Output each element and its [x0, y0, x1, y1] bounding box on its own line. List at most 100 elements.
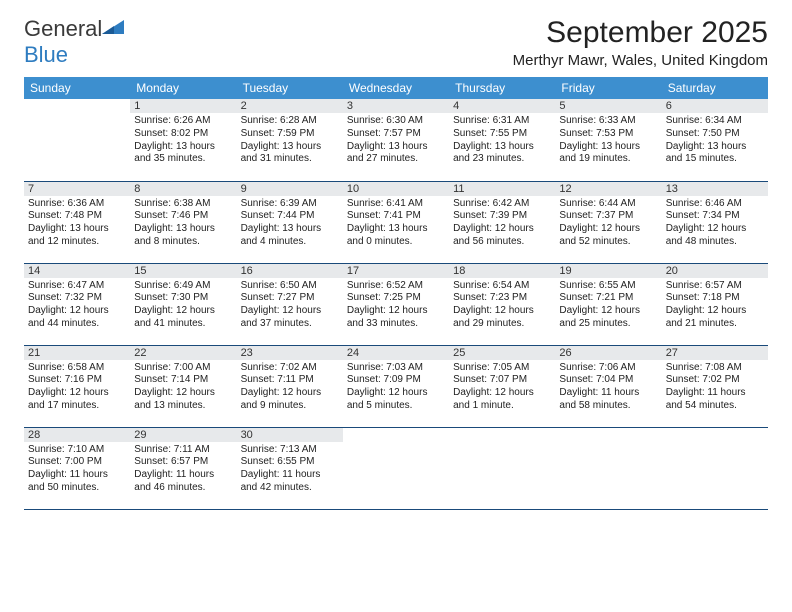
col-header: Wednesday — [343, 77, 449, 99]
day-number: 23 — [237, 346, 343, 360]
day-info: Sunrise: 7:05 AMSunset: 7:07 PMDaylight:… — [453, 362, 551, 413]
day-info: Sunrise: 6:33 AMSunset: 7:53 PMDaylight:… — [559, 115, 657, 166]
col-header: Friday — [555, 77, 661, 99]
day-cell: 17 Sunrise: 6:52 AMSunset: 7:25 PMDayligh… — [343, 263, 449, 345]
logo-word1: General — [24, 16, 102, 41]
day-info: Sunrise: 6:34 AMSunset: 7:50 PMDaylight:… — [666, 115, 764, 166]
day-number: 8 — [130, 182, 236, 196]
col-header: Thursday — [449, 77, 555, 99]
col-header: Saturday — [662, 77, 768, 99]
header: General Blue September 2025 Merthyr Mawr… — [24, 16, 768, 69]
day-number: 22 — [130, 346, 236, 360]
day-cell: 1 Sunrise: 6:26 AMSunset: 8:02 PMDaylight… — [130, 99, 236, 181]
day-info: Sunrise: 6:26 AMSunset: 8:02 PMDaylight:… — [134, 115, 232, 166]
day-number: 15 — [130, 264, 236, 278]
day-info: Sunrise: 6:55 AMSunset: 7:21 PMDaylight:… — [559, 280, 657, 331]
day-info: Sunrise: 6:41 AMSunset: 7:41 PMDaylight:… — [347, 198, 445, 249]
day-number: 11 — [449, 182, 555, 196]
day-cell: 10 Sunrise: 6:41 AMSunset: 7:41 PMDayligh… — [343, 181, 449, 263]
day-number: 3 — [343, 99, 449, 113]
day-info: Sunrise: 6:36 AMSunset: 7:48 PMDaylight:… — [28, 198, 126, 249]
day-info: Sunrise: 7:10 AMSunset: 7:00 PMDaylight:… — [28, 444, 126, 495]
calendar-table: SundayMondayTuesdayWednesdayThursdayFrid… — [24, 77, 768, 510]
day-info: Sunrise: 6:42 AMSunset: 7:39 PMDaylight:… — [453, 198, 551, 249]
day-info: Sunrise: 7:02 AMSunset: 7:11 PMDaylight:… — [241, 362, 339, 413]
day-cell: 3 Sunrise: 6:30 AMSunset: 7:57 PMDaylight… — [343, 99, 449, 181]
day-info: Sunrise: 6:46 AMSunset: 7:34 PMDaylight:… — [666, 198, 764, 249]
location: Merthyr Mawr, Wales, United Kingdom — [513, 52, 768, 69]
logo-triangle-icon — [102, 18, 124, 36]
day-number: 19 — [555, 264, 661, 278]
day-cell: 6Sunrise: 6:34 AMSunset: 7:50 PMDaylight… — [662, 99, 768, 181]
day-cell — [555, 427, 661, 509]
day-number: 29 — [130, 428, 236, 442]
day-info: Sunrise: 6:44 AMSunset: 7:37 PMDaylight:… — [559, 198, 657, 249]
day-cell — [662, 427, 768, 509]
day-info: Sunrise: 6:38 AMSunset: 7:46 PMDaylight:… — [134, 198, 232, 249]
day-cell: 24 Sunrise: 7:03 AMSunset: 7:09 PMDayligh… — [343, 345, 449, 427]
table-row: 21Sunrise: 6:58 AMSunset: 7:16 PMDayligh… — [24, 345, 768, 427]
day-cell: 4Sunrise: 6:31 AMSunset: 7:55 PMDaylight… — [449, 99, 555, 181]
day-info: Sunrise: 7:13 AMSunset: 6:55 PMDaylight:… — [241, 444, 339, 495]
table-row: 1 Sunrise: 6:26 AMSunset: 8:02 PMDaylight… — [24, 99, 768, 181]
day-cell: 23 Sunrise: 7:02 AMSunset: 7:11 PMDayligh… — [237, 345, 343, 427]
day-cell: 14 Sunrise: 6:47 AMSunset: 7:32 PMDayligh… — [24, 263, 130, 345]
day-number: 12 — [555, 182, 661, 196]
logo-word2: Blue — [24, 42, 68, 67]
day-number: 26 — [555, 346, 661, 360]
day-info: Sunrise: 7:11 AMSunset: 6:57 PMDaylight:… — [134, 444, 232, 495]
day-number: 14 — [24, 264, 130, 278]
day-cell: 18Sunrise: 6:54 AMSunset: 7:23 PMDayligh… — [449, 263, 555, 345]
day-info: Sunrise: 6:49 AMSunset: 7:30 PMDaylight:… — [134, 280, 232, 331]
day-info: Sunrise: 7:08 AMSunset: 7:02 PMDaylight:… — [666, 362, 764, 413]
day-info: Sunrise: 6:47 AMSunset: 7:32 PMDaylight:… — [28, 280, 126, 331]
day-cell: 16 Sunrise: 6:50 AMSunset: 7:27 PMDayligh… — [237, 263, 343, 345]
day-number: 9 — [237, 182, 343, 196]
day-number: 20 — [662, 264, 768, 278]
logo: General Blue — [24, 16, 124, 68]
day-number: 28 — [24, 428, 130, 442]
day-number: 4 — [449, 99, 555, 113]
day-info: Sunrise: 6:28 AMSunset: 7:59 PMDaylight:… — [241, 115, 339, 166]
day-cell: 20Sunrise: 6:57 AMSunset: 7:18 PMDayligh… — [662, 263, 768, 345]
day-cell: 2 Sunrise: 6:28 AMSunset: 7:59 PMDaylight… — [237, 99, 343, 181]
page-title: September 2025 — [513, 16, 768, 50]
day-info: Sunrise: 6:58 AMSunset: 7:16 PMDaylight:… — [28, 362, 126, 413]
day-number: 17 — [343, 264, 449, 278]
day-number: 13 — [662, 182, 768, 196]
day-number: 16 — [237, 264, 343, 278]
day-number: 10 — [343, 182, 449, 196]
day-number: 5 — [555, 99, 661, 113]
col-header: Tuesday — [237, 77, 343, 99]
day-number: 25 — [449, 346, 555, 360]
day-info: Sunrise: 6:39 AMSunset: 7:44 PMDaylight:… — [241, 198, 339, 249]
day-cell: 7 Sunrise: 6:36 AMSunset: 7:48 PMDaylight… — [24, 181, 130, 263]
day-cell: 26 Sunrise: 7:06 AMSunset: 7:04 PMDayligh… — [555, 345, 661, 427]
day-info: Sunrise: 6:30 AMSunset: 7:57 PMDaylight:… — [347, 115, 445, 166]
day-cell: 27Sunrise: 7:08 AMSunset: 7:02 PMDayligh… — [662, 345, 768, 427]
day-info: Sunrise: 7:03 AMSunset: 7:09 PMDaylight:… — [347, 362, 445, 413]
table-row: 7 Sunrise: 6:36 AMSunset: 7:48 PMDaylight… — [24, 181, 768, 263]
day-cell: 12 Sunrise: 6:44 AMSunset: 7:37 PMDayligh… — [555, 181, 661, 263]
day-cell — [24, 99, 130, 181]
day-cell: 8 Sunrise: 6:38 AMSunset: 7:46 PMDaylight… — [130, 181, 236, 263]
day-number: 2 — [237, 99, 343, 113]
table-row: 14 Sunrise: 6:47 AMSunset: 7:32 PMDayligh… — [24, 263, 768, 345]
day-cell: 30Sunrise: 7:13 AMSunset: 6:55 PMDayligh… — [237, 427, 343, 509]
day-info: Sunrise: 7:00 AMSunset: 7:14 PMDaylight:… — [134, 362, 232, 413]
day-number: 24 — [343, 346, 449, 360]
day-cell: 11 Sunrise: 6:42 AMSunset: 7:39 PMDayligh… — [449, 181, 555, 263]
day-info: Sunrise: 6:50 AMSunset: 7:27 PMDaylight:… — [241, 280, 339, 331]
day-cell: 25 Sunrise: 7:05 AMSunset: 7:07 PMDayligh… — [449, 345, 555, 427]
col-header: Monday — [130, 77, 236, 99]
day-number: 7 — [24, 182, 130, 196]
day-cell: 22 Sunrise: 7:00 AMSunset: 7:14 PMDayligh… — [130, 345, 236, 427]
day-info: Sunrise: 6:52 AMSunset: 7:25 PMDaylight:… — [347, 280, 445, 331]
day-cell: 29 Sunrise: 7:11 AMSunset: 6:57 PMDayligh… — [130, 427, 236, 509]
day-cell — [343, 427, 449, 509]
day-cell: 9 Sunrise: 6:39 AMSunset: 7:44 PMDaylight… — [237, 181, 343, 263]
day-info: Sunrise: 7:06 AMSunset: 7:04 PMDaylight:… — [559, 362, 657, 413]
day-cell — [449, 427, 555, 509]
day-cell: 5 Sunrise: 6:33 AMSunset: 7:53 PMDaylight… — [555, 99, 661, 181]
day-number: 1 — [130, 99, 236, 113]
